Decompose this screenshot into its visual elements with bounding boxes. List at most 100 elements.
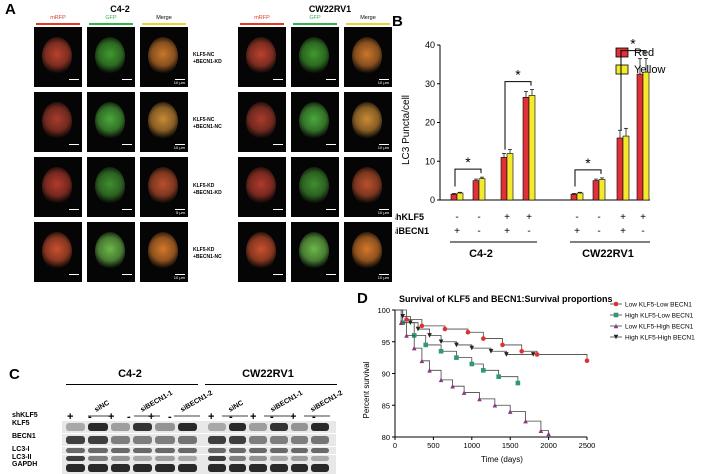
blot-shklf5-sign: + bbox=[67, 411, 74, 423]
shklf5-sign: + bbox=[526, 212, 532, 223]
cell-body bbox=[42, 232, 72, 270]
panel-d-ylabel: Percent survival bbox=[362, 361, 371, 418]
merge-label-right: Merge bbox=[360, 15, 376, 21]
survival-censor-mark bbox=[496, 374, 501, 379]
blot-band bbox=[290, 448, 309, 453]
blot-band bbox=[290, 456, 309, 461]
survival-censor-mark bbox=[423, 342, 429, 348]
blot-strip-klf5-2 bbox=[204, 421, 336, 433]
legend-yellow-swatch bbox=[615, 64, 629, 75]
cell-body bbox=[95, 232, 125, 270]
blot-shklf5-sign: - bbox=[168, 411, 172, 423]
panel-letter-c: C bbox=[9, 366, 20, 383]
d-x-tick-label: 1500 bbox=[502, 441, 519, 450]
blot-band bbox=[110, 423, 130, 431]
mrfp-line bbox=[36, 23, 80, 25]
c42-micrograph-r4-c3: 10 μm bbox=[140, 222, 188, 282]
blot-band bbox=[228, 456, 247, 461]
cell-body bbox=[352, 37, 382, 75]
scale-bar bbox=[379, 79, 389, 80]
scale-bar bbox=[326, 144, 336, 145]
sibecn1-sign: - bbox=[477, 226, 480, 237]
sibecn1-sign: + bbox=[620, 226, 626, 237]
d-y-tick-label: 85 bbox=[382, 401, 390, 410]
blot-c42-line bbox=[66, 384, 198, 385]
cw-micrograph-r2-c1 bbox=[238, 92, 286, 152]
cw-micrograph-r1-c2 bbox=[291, 27, 339, 87]
cell-body bbox=[95, 37, 125, 75]
survival-censor-mark bbox=[504, 352, 509, 357]
survival-censor-mark bbox=[469, 345, 475, 351]
blot-band bbox=[66, 448, 86, 453]
blot-band bbox=[311, 448, 329, 453]
condition-label-4: KLF5-KD +BECN1-NC bbox=[193, 247, 222, 260]
blot-row-label-becn1: BECN1 bbox=[12, 433, 36, 440]
scale-bar bbox=[379, 209, 389, 210]
significance-star: * bbox=[630, 36, 636, 52]
cw-micrograph-r1-c3: 10 μm bbox=[344, 27, 392, 87]
cell-body bbox=[299, 102, 329, 140]
survival-censor-mark bbox=[530, 352, 536, 357]
blot-shklf5-sign: + bbox=[250, 411, 257, 423]
significance-star: * bbox=[585, 155, 591, 171]
cw-micrograph-r4-c1 bbox=[238, 222, 286, 282]
scale-bar bbox=[175, 274, 185, 275]
sibecn1-sign: - bbox=[641, 226, 644, 237]
bar-red-6 bbox=[592, 180, 600, 201]
survival-censor-mark bbox=[442, 326, 448, 332]
sibecn1-sign: + bbox=[454, 226, 460, 237]
scale-bar bbox=[122, 79, 132, 80]
gfp-label-right: GFP bbox=[309, 15, 321, 21]
blot-band bbox=[208, 436, 226, 444]
blot-band bbox=[110, 464, 130, 472]
blot-shklf5-sign: + bbox=[290, 411, 297, 423]
d-y-tick-label: 90 bbox=[382, 370, 390, 379]
survival-censor-mark bbox=[613, 334, 619, 340]
blot-band bbox=[88, 423, 108, 431]
scale-bar-label: 10 μm bbox=[377, 275, 389, 280]
blot-band bbox=[133, 436, 153, 444]
bar-yellow-3 bbox=[506, 153, 514, 201]
blot-band bbox=[177, 436, 197, 444]
c42-micrograph-r4-c2 bbox=[87, 222, 135, 282]
d-y-tick-label: 80 bbox=[382, 433, 390, 442]
cell-body bbox=[95, 102, 125, 140]
blot-band bbox=[66, 436, 86, 444]
survival-censor-mark bbox=[400, 314, 405, 319]
blot-band bbox=[228, 464, 247, 472]
cell-body bbox=[246, 102, 276, 140]
blot-band bbox=[311, 423, 329, 431]
blot-band bbox=[177, 464, 197, 472]
blot-shklf5-sign: - bbox=[270, 411, 274, 423]
shklf5-sign: + bbox=[504, 212, 510, 223]
c42-micrograph-r2-c3: 10 μm bbox=[140, 92, 188, 152]
bar-yellow-7 bbox=[622, 135, 630, 201]
blot-strip-lc3-ii-1 bbox=[62, 455, 204, 462]
blot-band bbox=[228, 436, 247, 444]
scale-bar bbox=[379, 144, 389, 145]
c42-micrograph-r3-c3: 5 μm bbox=[140, 157, 188, 217]
significance-bracket bbox=[574, 169, 602, 187]
survival-censor-mark bbox=[481, 336, 486, 341]
cell-body bbox=[148, 37, 178, 75]
condition-label-1: KLF5-NC +BECN1-KD bbox=[193, 52, 222, 65]
blot-band bbox=[270, 436, 288, 444]
cell-body bbox=[148, 232, 178, 270]
row-label-shklf5: shKLF5 bbox=[395, 212, 424, 222]
legend-yellow-label: Yellow bbox=[634, 64, 665, 76]
blot-band bbox=[133, 464, 153, 472]
blot-strip-gapdh-2 bbox=[204, 462, 336, 474]
blot-strip-becn1-2 bbox=[204, 434, 336, 446]
blot-band bbox=[133, 456, 153, 461]
blot-band bbox=[66, 464, 86, 472]
legend-label-1: Low KLF5-Low BECN1 bbox=[625, 302, 692, 309]
shklf5-sign: - bbox=[455, 212, 458, 223]
survival-censor-mark bbox=[500, 342, 505, 348]
c42-micrograph-r2-c1 bbox=[34, 92, 82, 152]
panel-b-ylabel: LC3 Puncta/cell bbox=[401, 95, 412, 165]
bar-red-7 bbox=[616, 137, 624, 201]
blot-band bbox=[110, 436, 130, 444]
blot-band bbox=[249, 456, 267, 461]
scale-bar-label: 10 μm bbox=[173, 145, 185, 150]
blot-band bbox=[66, 456, 86, 461]
